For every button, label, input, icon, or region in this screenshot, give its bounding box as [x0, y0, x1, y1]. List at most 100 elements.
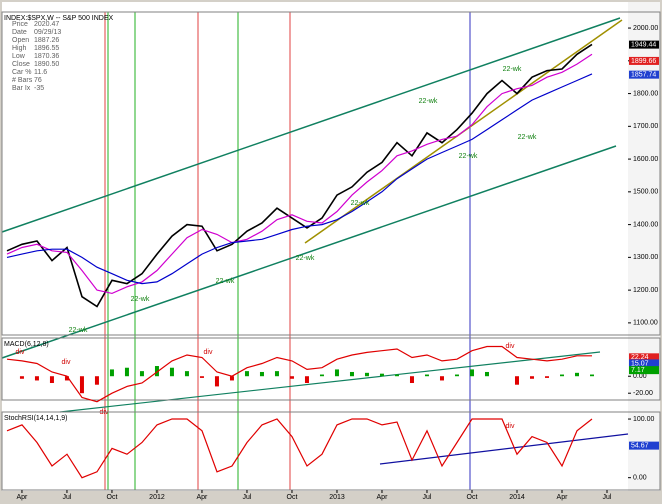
level-marker	[629, 56, 659, 65]
histogram-bar	[454, 374, 459, 377]
histogram-bar	[289, 376, 294, 379]
y-tick-label: -20.00	[633, 390, 653, 397]
histogram-bar	[274, 371, 279, 377]
channel-line	[59, 351, 601, 413]
series-line	[6, 418, 593, 479]
histogram-bar	[514, 376, 519, 385]
level-label: 1949.44	[631, 41, 656, 48]
histogram-bar	[469, 369, 474, 377]
annotation: 22-wk	[459, 153, 478, 160]
info-value: 2020.47	[34, 21, 59, 28]
x-tick-label: Apr	[557, 494, 569, 501]
annotation: div	[16, 349, 25, 356]
histogram-bar	[109, 369, 114, 377]
info-label: Open	[12, 37, 29, 44]
series-line	[6, 53, 593, 295]
x-tick-label: Oct	[467, 494, 478, 501]
series-line	[6, 43, 593, 308]
histogram-bar	[304, 376, 309, 384]
x-tick-label: 2012	[149, 494, 165, 501]
histogram-bar	[139, 371, 144, 377]
histogram-bar	[184, 371, 189, 377]
panel-title: StochRSI(14,14,1,9)	[4, 415, 67, 422]
annotation: div	[506, 423, 515, 430]
level-marker	[629, 70, 659, 79]
histogram-bar	[49, 376, 54, 384]
x-tick-label: Jul	[62, 494, 71, 501]
y-tick-label: 1800.00	[633, 90, 658, 97]
y-tick-label: 1300.00	[633, 254, 658, 261]
level-label: 1857.74	[631, 71, 656, 78]
info-value: 76	[34, 77, 42, 84]
histogram-bar	[589, 374, 594, 377]
level-label: 54.67	[631, 442, 649, 449]
histogram-bar	[34, 376, 39, 381]
channel-line	[1, 17, 621, 233]
panel-frame	[1, 411, 661, 491]
panel-frame	[1, 337, 661, 401]
y-tick-label: 1700.00	[633, 123, 658, 130]
y-tick-label: 1100.00	[633, 320, 658, 327]
info-label: Car %	[12, 69, 31, 76]
channel-line	[1, 145, 617, 359]
info-label: Date	[12, 29, 27, 36]
histogram-bar	[244, 371, 249, 377]
histogram-bar	[229, 376, 234, 381]
level-marker	[629, 441, 659, 450]
level-label: 15.07	[631, 360, 649, 367]
histogram-bar	[424, 374, 429, 377]
y-tick-label: 1500.00	[633, 189, 658, 196]
level-marker	[629, 353, 659, 362]
y-tick-label: 0.00	[633, 373, 647, 380]
annotation: div	[62, 359, 71, 366]
channel-line	[379, 433, 629, 465]
info-value: 1896.55	[34, 45, 59, 52]
series-line	[6, 345, 592, 403]
level-marker	[629, 366, 659, 375]
info-label: High	[12, 45, 27, 52]
histogram-bar	[64, 376, 69, 381]
histogram-bar	[559, 374, 564, 377]
info-label: # Bars	[12, 77, 33, 84]
annotation: 22-wk	[131, 296, 150, 303]
level-label: 22.24	[631, 354, 649, 361]
x-tick-label: Jul	[603, 494, 612, 501]
histogram-bar	[124, 367, 129, 377]
histogram-bar	[529, 376, 534, 379]
x-tick-label: 2013	[329, 494, 345, 501]
series-line	[6, 73, 593, 285]
panel-title: MACD(6,12,8)	[4, 341, 49, 348]
axis-background	[628, 2, 660, 491]
annotation: 22-wk	[351, 200, 370, 207]
histogram-bar	[334, 369, 339, 377]
x-tick-label: Apr	[377, 494, 389, 501]
histogram-bar	[259, 371, 264, 377]
info-value: 1890.50	[34, 61, 59, 68]
annotation: 22-wk	[518, 134, 537, 141]
info-label: Low	[12, 53, 26, 60]
y-tick-label: 100.00	[633, 416, 655, 423]
panel-title: INDEX:$SPX,W -- S&P 500 INDEX	[4, 15, 114, 22]
x-tick-label: Apr	[16, 494, 28, 501]
level-label: 1899.66	[631, 58, 656, 65]
info-value: 11.6	[34, 69, 47, 76]
info-value: 1887.26	[34, 37, 59, 44]
histogram-bar	[574, 372, 579, 377]
histogram-bar	[439, 376, 444, 381]
annotation: 22-wk	[503, 66, 522, 73]
x-tick-label: 2014	[509, 494, 525, 501]
histogram-bar	[169, 367, 174, 377]
y-tick-label: 0.00	[633, 475, 647, 482]
info-label: Close	[12, 61, 30, 68]
histogram-bar	[379, 373, 384, 377]
y-tick-label: 1200.00	[633, 287, 658, 294]
annotation: div	[506, 343, 515, 350]
plot-background	[2, 2, 628, 491]
annotation: div	[204, 349, 213, 356]
x-tick-label: Oct	[107, 494, 118, 501]
info-value: -35	[34, 85, 44, 92]
histogram-bar	[94, 376, 99, 385]
y-tick-label: 1600.00	[633, 156, 658, 163]
histogram-bar	[79, 376, 84, 394]
histogram-bar	[349, 371, 354, 377]
